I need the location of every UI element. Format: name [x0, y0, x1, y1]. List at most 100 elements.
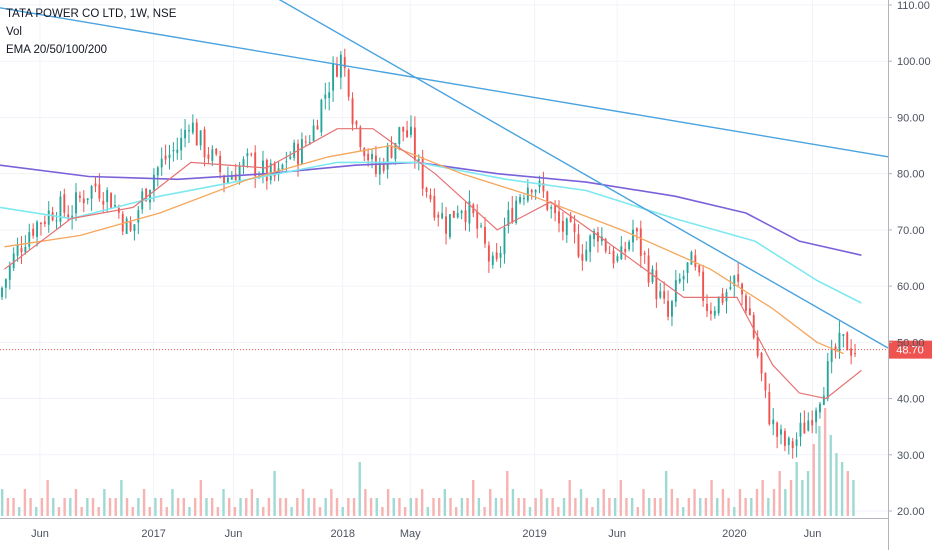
candle-body — [546, 191, 549, 210]
candle-body — [433, 196, 436, 218]
volume-bar — [165, 507, 168, 516]
candle-body — [717, 296, 720, 314]
candle-body — [254, 152, 257, 177]
ema-indicator-label[interactable]: EMA 20/50/100/200 — [6, 44, 108, 56]
candle-body — [82, 198, 85, 204]
candle-body — [312, 125, 315, 141]
candle-body — [811, 419, 814, 426]
volume-bar — [840, 462, 844, 516]
candle-body — [495, 252, 498, 260]
candle-body — [184, 129, 187, 139]
candle-body — [846, 332, 849, 351]
y-tick-label: 20.00 — [897, 506, 925, 518]
candle-body — [476, 211, 479, 229]
candle-body — [1, 287, 3, 297]
volume-bar — [330, 489, 333, 516]
candle-body — [639, 228, 642, 256]
candle-body — [651, 268, 654, 283]
volume-indicator-label[interactable]: Vol — [6, 26, 22, 38]
candle-body — [137, 210, 140, 223]
candle-body — [20, 247, 23, 253]
candle-body — [304, 141, 307, 143]
volume-bar — [670, 489, 674, 516]
volume-bar — [131, 507, 134, 516]
volume-bar — [398, 498, 401, 516]
candle-body — [441, 213, 444, 219]
candle-body — [114, 204, 116, 207]
candle-body — [59, 196, 62, 222]
volume-bar — [290, 507, 293, 516]
candle-body — [581, 254, 584, 261]
candle-body — [421, 157, 424, 189]
candle-body — [507, 210, 510, 226]
candle-body — [90, 186, 93, 199]
volume-bar — [772, 489, 776, 516]
volume-bar — [29, 498, 32, 516]
candle-body — [86, 198, 89, 200]
volume-bar — [80, 507, 83, 516]
candle-body — [149, 189, 151, 203]
candle-body — [188, 130, 190, 132]
candle-body — [484, 226, 486, 244]
candle-body — [772, 419, 775, 425]
candle-body — [297, 143, 299, 165]
candle-body — [776, 422, 779, 437]
candle-body — [752, 314, 755, 338]
candle-body — [565, 218, 568, 236]
volume-bar — [182, 498, 185, 516]
volume-bar — [585, 498, 588, 516]
candle-body — [28, 232, 31, 247]
symbol-title[interactable]: TATA POWER CO LTD, 1W, NSE — [6, 8, 177, 20]
volume-bar — [511, 489, 515, 516]
volume-bar — [222, 489, 225, 516]
volume-bar — [91, 498, 95, 516]
candle-body — [125, 218, 128, 234]
volume-bar — [216, 507, 220, 516]
volume-bar — [103, 489, 106, 516]
candle-body — [24, 246, 27, 253]
volume-bar — [494, 498, 498, 516]
volume-bar — [335, 498, 339, 516]
candle-body — [713, 310, 716, 316]
volume-bar — [313, 498, 316, 516]
volume-bar — [193, 498, 197, 516]
candle-body — [437, 214, 440, 218]
volume-bar — [369, 498, 373, 516]
candle-body — [487, 245, 490, 262]
candle-body — [195, 122, 198, 146]
volume-bar — [818, 426, 821, 516]
volume-bar — [86, 498, 89, 516]
candle-body — [121, 213, 124, 232]
candle-body — [16, 244, 19, 256]
volume-bar — [727, 498, 730, 516]
volume-bar — [761, 480, 764, 516]
volume-bar — [716, 498, 719, 516]
volume-bar — [608, 498, 611, 516]
volume-bar — [523, 498, 526, 516]
volume-bar — [579, 489, 583, 516]
candle-body — [682, 275, 685, 280]
candle-body — [152, 174, 155, 191]
candle-body — [671, 301, 673, 317]
trendlines[interactable] — [0, 0, 889, 349]
volume-bar — [733, 507, 736, 516]
candle-body — [417, 159, 420, 161]
volume-bar — [483, 507, 486, 516]
candle-body — [628, 241, 631, 250]
candle-body — [768, 392, 771, 425]
candle-body — [300, 139, 303, 164]
candle-body — [694, 255, 697, 268]
volume-bar — [69, 498, 72, 516]
candle-body — [246, 153, 249, 157]
x-tick-label: 2018 — [331, 528, 355, 540]
volume-bar — [420, 489, 424, 516]
candle-body — [702, 271, 705, 301]
volume-bar — [97, 507, 100, 516]
volume-bar — [778, 471, 781, 516]
candle-body — [367, 153, 370, 161]
y-tick-label: 60.00 — [897, 281, 925, 293]
candle-body — [293, 142, 296, 158]
candle-body — [36, 221, 39, 237]
x-tick-label: Jun — [608, 528, 626, 540]
